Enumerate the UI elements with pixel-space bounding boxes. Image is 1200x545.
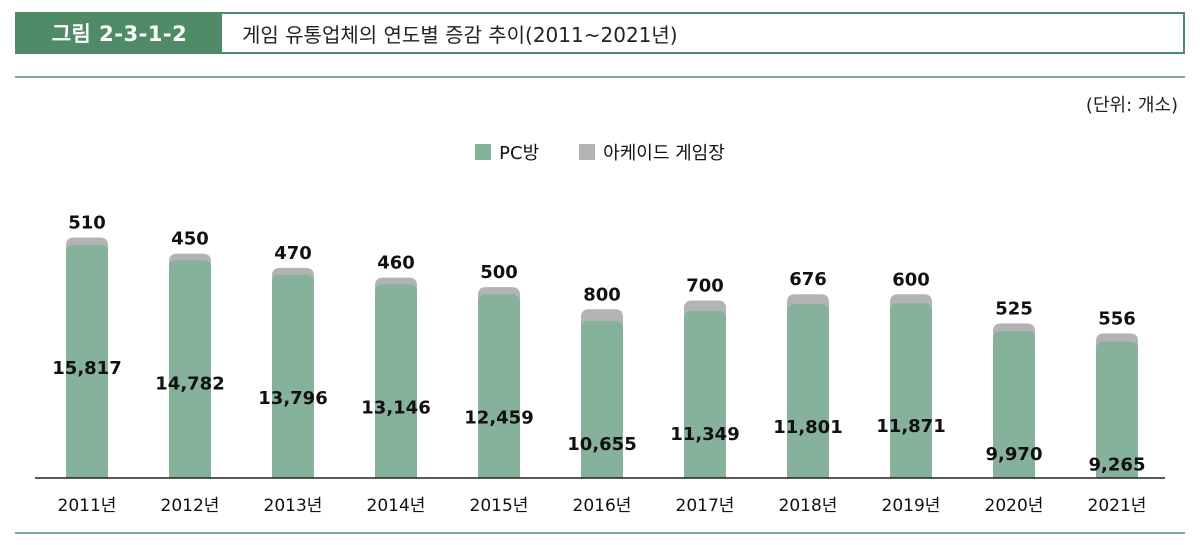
data-label-pc-bang: 12,459	[464, 407, 533, 428]
bottom-divider	[15, 532, 1185, 534]
bar-pc-bang	[169, 260, 211, 478]
figure-header: 그림 2-3-1-2 게임 유통업체의 연도별 증감 추이(2011~2021년…	[15, 12, 1185, 54]
figure-number-badge: 그림 2-3-1-2	[17, 14, 222, 52]
unit-label: (단위: 개소)	[1085, 95, 1178, 116]
top-divider	[15, 76, 1185, 78]
x-tick-label: 2013년	[264, 496, 323, 516]
data-label-arcade: 676	[789, 269, 827, 290]
legend-item-pc-bang: PC방	[475, 139, 539, 165]
legend-item-arcade: 아케이드 게임장	[579, 139, 725, 165]
x-tick-label: 2021년	[1088, 496, 1147, 516]
data-label-pc-bang: 13,796	[258, 388, 327, 409]
data-label-arcade: 556	[1098, 308, 1136, 329]
bar-pc-bang	[478, 294, 520, 478]
bar-pc-bang	[993, 331, 1035, 478]
x-tick-label: 2019년	[882, 496, 941, 516]
x-tick-label: 2011년	[58, 496, 117, 516]
x-tick-label: 2015년	[470, 496, 529, 516]
bar-pc-bang	[375, 284, 417, 478]
bar-pc-bang	[787, 304, 829, 478]
bar-pc-bang	[581, 321, 623, 478]
data-label-pc-bang: 13,146	[361, 397, 430, 418]
data-label-arcade: 500	[480, 262, 518, 283]
data-label-arcade: 460	[377, 253, 415, 274]
data-label-arcade: 470	[274, 243, 312, 264]
data-label-pc-bang: 11,871	[876, 416, 945, 437]
bar-pc-bang	[272, 274, 314, 478]
data-label-arcade: 600	[892, 269, 930, 290]
bar-pc-bang	[684, 310, 726, 478]
data-label-pc-bang: 11,349	[670, 424, 739, 445]
chart-legend: PC방 아케이드 게임장	[0, 139, 1200, 165]
figure-title: 게임 유통업체의 연도별 증감 추이(2011~2021년)	[242, 22, 678, 47]
data-label-arcade: 450	[171, 229, 209, 250]
data-label-pc-bang: 15,817	[52, 358, 121, 379]
bar-pc-bang	[66, 245, 108, 478]
x-tick-label: 2017년	[676, 496, 735, 516]
x-tick-label: 2012년	[161, 496, 220, 516]
legend-label-arcade: 아케이드 게임장	[603, 143, 725, 164]
data-label-arcade: 510	[68, 213, 106, 234]
legend-label-pc-bang: PC방	[499, 143, 540, 164]
data-label-pc-bang: 9,265	[1089, 455, 1146, 476]
data-label-arcade: 525	[995, 298, 1033, 319]
x-tick-label: 2020년	[985, 496, 1044, 516]
bar-pc-bang	[1096, 341, 1138, 478]
data-label-pc-bang: 11,801	[773, 417, 842, 438]
data-label-pc-bang: 9,970	[986, 444, 1043, 465]
data-label-pc-bang: 14,782	[155, 373, 224, 394]
legend-swatch-arcade	[579, 144, 596, 160]
x-tick-label: 2018년	[779, 496, 838, 516]
legend-swatch-pc-bang	[475, 144, 492, 160]
x-tick-label: 2014년	[367, 496, 426, 516]
data-label-pc-bang: 10,655	[567, 434, 636, 455]
bar-pc-bang	[890, 303, 932, 478]
data-label-arcade: 800	[583, 284, 621, 305]
x-tick-label: 2016년	[573, 496, 632, 516]
data-label-arcade: 700	[686, 276, 724, 297]
